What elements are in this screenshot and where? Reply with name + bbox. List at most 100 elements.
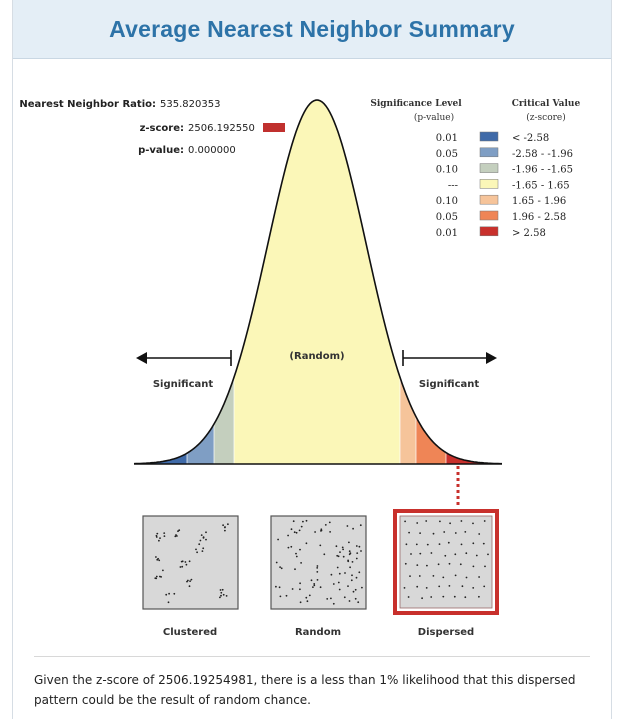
cluster-point bbox=[220, 591, 223, 594]
random-point bbox=[305, 542, 308, 545]
dispersed-point bbox=[408, 531, 410, 534]
random-point bbox=[293, 531, 296, 534]
random-point bbox=[355, 545, 358, 547]
random-point bbox=[313, 583, 316, 585]
dispersed-point bbox=[464, 596, 467, 599]
random-point bbox=[287, 534, 289, 537]
random-point bbox=[312, 586, 314, 588]
dispersed-point bbox=[453, 595, 456, 598]
random-point bbox=[308, 594, 311, 597]
clustered-label: Clustered bbox=[163, 627, 217, 638]
dispersed-point bbox=[404, 562, 407, 565]
random-point bbox=[342, 548, 344, 551]
random-point bbox=[313, 584, 316, 587]
cluster-point bbox=[177, 530, 179, 533]
cluster-point bbox=[189, 580, 192, 582]
random-point bbox=[355, 576, 358, 579]
cluster-point bbox=[190, 578, 193, 581]
random-point bbox=[316, 565, 319, 567]
random-point bbox=[338, 588, 341, 591]
random-point bbox=[356, 552, 359, 554]
random-point bbox=[299, 601, 302, 604]
legend-z-range: > 2.58 bbox=[512, 228, 546, 239]
dispersed-point bbox=[448, 585, 451, 587]
random-point bbox=[342, 555, 345, 558]
random-point bbox=[299, 582, 301, 585]
random-point bbox=[290, 545, 293, 548]
dispersed-point bbox=[410, 553, 412, 555]
ratio-label: Nearest Neighbor Ratio: bbox=[19, 99, 156, 110]
random-point bbox=[302, 520, 304, 523]
random-point bbox=[316, 579, 319, 581]
dispersed-point bbox=[448, 562, 451, 565]
random-point bbox=[357, 601, 360, 604]
random-point bbox=[323, 553, 326, 556]
random-point bbox=[337, 581, 340, 584]
random-point bbox=[336, 554, 339, 557]
random-point bbox=[354, 588, 357, 591]
legend-z-range: -1.65 - 1.65 bbox=[512, 180, 570, 191]
dispersed-point bbox=[407, 596, 410, 598]
random-point bbox=[330, 597, 332, 600]
random-point bbox=[359, 524, 362, 527]
stats-block: Nearest Neighbor Ratio: 535.820353 z-sco… bbox=[19, 99, 285, 156]
legend-p-value: 0.10 bbox=[436, 165, 458, 176]
cluster-point bbox=[187, 579, 189, 582]
random-point bbox=[299, 548, 301, 551]
dispersed-point bbox=[472, 542, 475, 545]
random-point bbox=[347, 585, 349, 587]
dispersed-point bbox=[449, 522, 451, 525]
dispersed-point bbox=[426, 564, 428, 567]
dispersed-point bbox=[464, 531, 467, 533]
random-thumbnail bbox=[270, 515, 367, 610]
cluster-point bbox=[222, 593, 225, 596]
random-point bbox=[275, 585, 277, 588]
random-point bbox=[348, 550, 351, 553]
random-point bbox=[346, 525, 349, 527]
pattern-thumbnails: Clustered Random Dispersed bbox=[142, 509, 499, 638]
z-score-value: 2506.192550 bbox=[188, 123, 255, 134]
random-point bbox=[355, 557, 358, 560]
cluster-point bbox=[202, 547, 205, 550]
cluster-point bbox=[205, 538, 207, 541]
legend-p-value: 0.05 bbox=[436, 212, 458, 223]
legend-swatch bbox=[479, 179, 499, 189]
left-arrow-head bbox=[136, 352, 147, 364]
dispersed-point bbox=[416, 585, 419, 588]
dispersed-point bbox=[443, 531, 446, 533]
random-point bbox=[344, 572, 346, 574]
random-point bbox=[348, 553, 351, 556]
random-point bbox=[291, 588, 294, 590]
z-score-marker bbox=[263, 123, 285, 132]
dispersed-point bbox=[438, 543, 441, 545]
random-point bbox=[319, 586, 322, 589]
cluster-point bbox=[198, 543, 201, 546]
cluster-point bbox=[179, 566, 182, 568]
random-point bbox=[361, 586, 363, 589]
random-point bbox=[330, 573, 333, 576]
cluster-point bbox=[163, 532, 166, 534]
dispersed-point bbox=[454, 532, 457, 534]
cluster-point bbox=[220, 594, 222, 597]
conclusion-text: Given the z-score of 2506.19254981, ther… bbox=[34, 673, 576, 707]
cluster-point bbox=[159, 537, 161, 539]
legend-p-value: 0.10 bbox=[436, 196, 458, 207]
cluster-point bbox=[221, 588, 224, 591]
right-significant-label: Significant bbox=[419, 379, 480, 390]
random-point bbox=[358, 545, 361, 548]
legend-swatch bbox=[479, 226, 499, 237]
random-point bbox=[285, 594, 288, 597]
cluster-point bbox=[155, 575, 158, 578]
curve-outline bbox=[133, 99, 502, 465]
page-title: Average Nearest Neighbor Summary bbox=[109, 15, 515, 42]
band-right-05 bbox=[416, 100, 446, 464]
dispersed-point bbox=[416, 564, 419, 566]
random-point bbox=[287, 546, 290, 549]
random-point bbox=[310, 579, 313, 582]
dispersed-point bbox=[405, 543, 408, 546]
random-point bbox=[277, 538, 279, 541]
random-point bbox=[351, 561, 354, 563]
random-point bbox=[290, 528, 293, 531]
random-point bbox=[298, 529, 301, 532]
legend-p-value: --- bbox=[448, 180, 458, 191]
